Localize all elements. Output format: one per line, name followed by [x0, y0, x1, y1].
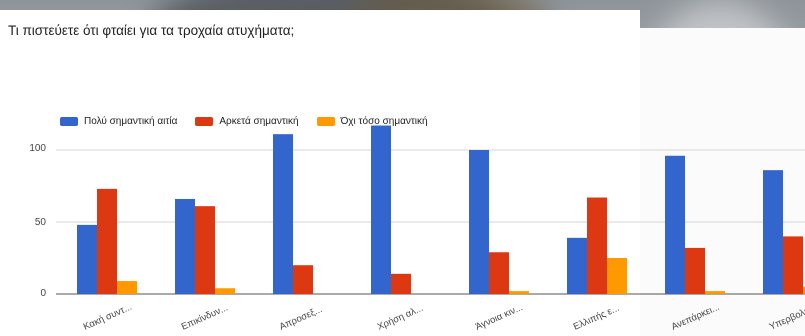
- bar-1-series-1: [77, 224, 97, 294]
- category-label-2: Επικίνδυν...: [180, 302, 230, 332]
- bar-8-series-2: [783, 236, 803, 294]
- category-label-8: Υπερβολικ...: [768, 301, 805, 332]
- category-label-7: Ανεπάρκει...: [670, 302, 722, 333]
- bar-7-series-1: [665, 155, 685, 294]
- category-label-5: Άγνοια κιν...: [474, 302, 525, 333]
- legend-swatch-1: [60, 117, 78, 126]
- legend-item-1: Πολύ σημαντική αιτία: [60, 116, 177, 127]
- legend-label-3: Όχι τόσο σημαντική: [340, 116, 428, 127]
- category-label-1: Κακή συντ...: [82, 302, 134, 333]
- chart-title: Τι πιστεύετε ότι φταίει για τα τροχαία α…: [8, 23, 295, 38]
- y-tick-50: 50: [34, 217, 46, 228]
- legend-item-2: Αρκετά σημαντική: [195, 116, 299, 127]
- bar-7-series-2: [685, 247, 705, 294]
- bar-1-series-2: [97, 188, 117, 294]
- bar-1-series-3: [117, 281, 137, 294]
- bar-4-series-2: [391, 273, 411, 294]
- bar-8-series-1: [763, 170, 783, 294]
- category-label-3: Απροσεξ...: [278, 304, 324, 333]
- bar-2-series-1: [175, 198, 195, 294]
- category-label-6: Ελλιπής ε...: [572, 303, 621, 333]
- category-label-4: Χρήση αλ...: [376, 303, 425, 333]
- chart-legend: Πολύ σημαντική αιτία Αρκετά σημαντική Όχ…: [60, 116, 428, 127]
- legend-swatch-2: [195, 117, 214, 126]
- y-tick-0: 0: [40, 288, 46, 299]
- bar-6-series-1: [567, 237, 587, 294]
- bar-6-series-2: [587, 197, 607, 294]
- bar-5-series-3: [509, 291, 529, 294]
- bar-8-series-3: [803, 286, 805, 294]
- bar-5-series-1: [469, 150, 489, 294]
- legend-label-2: Αρκετά σημαντική: [219, 116, 299, 127]
- bar-3-series-2: [293, 265, 313, 294]
- legend-swatch-3: [316, 117, 335, 126]
- bar-5-series-2: [489, 252, 509, 294]
- bar-3-series-1: [273, 134, 293, 294]
- bar-2-series-3: [215, 288, 235, 294]
- legend-label-1: Πολύ σημαντική αιτία: [84, 116, 178, 127]
- legend-item-3: Όχι τόσο σημαντική: [316, 116, 428, 127]
- bar-7-series-3: [705, 291, 725, 294]
- bar-2-series-2: [195, 206, 215, 294]
- bar-6-series-3: [607, 258, 627, 294]
- bar-4-series-1: [371, 125, 391, 295]
- y-tick-100: 100: [29, 143, 46, 154]
